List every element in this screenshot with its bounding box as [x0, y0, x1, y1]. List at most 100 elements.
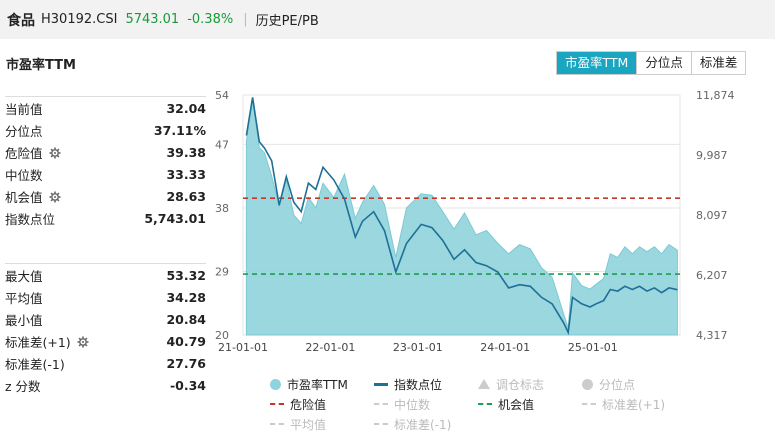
stat-label: 分位点 [5, 123, 43, 139]
stat-row: 最大值 53.32 [5, 264, 206, 286]
legend-label: 平均值 [290, 417, 327, 432]
x-tick-label: 23-01-01 [393, 341, 443, 354]
stat-value: 20.84 [166, 311, 206, 327]
stat-label: 最小值 [5, 312, 43, 328]
legend-swatch [270, 403, 284, 405]
stats-top-list: 当前值 32.04 分位点 37.11% 危险值 39.38 中位数 33.33 机会值 28.6… [5, 96, 206, 229]
tab-percentile[interactable]: 分位点 [636, 52, 691, 74]
x-tick-label: 22-01-01 [305, 341, 355, 354]
legend-label: 指数点位 [394, 377, 443, 392]
stat-row: 分位点 37.11% [5, 119, 206, 141]
pe-chart: 54 47 38 29 20 11,874 9,987 8,097 6,207 4,317 21-0… [215, 89, 735, 354]
index-line-series [245, 97, 678, 336]
legend-item[interactable]: 机会值 [478, 396, 582, 413]
legend-item[interactable]: 市盈率TTM [270, 376, 374, 393]
gear-icon[interactable] [49, 147, 61, 159]
legend-item[interactable]: 指数点位 [374, 376, 478, 393]
index-code: H30192.CSI [41, 12, 118, 27]
legend-swatch [374, 382, 388, 386]
legend-item[interactable]: 标准差(-1) [374, 416, 478, 433]
legend-swatch [374, 423, 388, 425]
legend-swatch [374, 403, 388, 405]
stat-value: 37.11% [153, 122, 206, 138]
stat-value: 34.28 [166, 289, 206, 305]
stat-label: 指数点位 [5, 211, 56, 227]
index-header: 食品 H30192.CSI 5743.01 -0.38% | 历史PE/PB [0, 0, 775, 39]
legend-swatch [582, 378, 593, 390]
stats-bottom-list: 最大值 53.32 平均值 34.28 最小值 20.84 标准差(+1) 40.79 标准差(… [5, 263, 206, 396]
legend-swatch [270, 378, 281, 390]
legend-label: 分位点 [599, 377, 636, 392]
legend-swatch [270, 423, 284, 425]
stat-label: 机会值 [5, 187, 61, 206]
stat-value: 33.33 [166, 166, 206, 182]
legend-row: 平均值 标准差(-1) [270, 414, 770, 434]
pe-area-series [245, 99, 678, 336]
stat-label: 最大值 [5, 268, 43, 284]
stat-label: 标准差(+1) [5, 332, 89, 351]
stat-row: 危险值 39.38 [5, 141, 206, 163]
panel-title: 市盈率TTM [6, 58, 76, 73]
index-name: 食品 [7, 12, 35, 29]
y-right-tick-label: 11,874 [696, 89, 735, 102]
legend-item[interactable]: 危险值 [270, 396, 374, 413]
stat-row: 中位数 33.33 [5, 163, 206, 185]
legend-item[interactable]: 调仓标志 [478, 376, 582, 393]
stat-value: 32.04 [166, 100, 206, 116]
stat-value: 28.63 [166, 188, 206, 204]
index-change: -0.38% [187, 12, 234, 27]
chart-legend: 市盈率TTM 指数点位 调仓标志 分位点危险值 中位数 机会值 标准差(+1) 平均值 标准差(… [270, 374, 770, 434]
legend-label: 危险值 [290, 397, 327, 412]
legend-item[interactable]: 分位点 [582, 376, 686, 393]
legend-label: 中位数 [394, 397, 431, 412]
x-tick-label: 25-01-01 [568, 341, 618, 354]
x-tick-label: 24-01-01 [480, 341, 530, 354]
x-tick-label: 21-01-01 [218, 341, 268, 354]
stat-row: 标准差(-1) 27.76 [5, 352, 206, 374]
stat-row: 机会值 28.63 [5, 185, 206, 207]
stat-row: z 分数 -0.34 [5, 374, 206, 396]
stat-label: 中位数 [5, 167, 43, 183]
stat-label: 当前值 [5, 101, 43, 117]
gear-icon[interactable] [49, 191, 61, 203]
stat-row: 当前值 32.04 [5, 97, 206, 119]
legend-label: 调仓标志 [496, 377, 545, 392]
stat-value: 39.38 [166, 144, 206, 160]
index-price: 5743.01 [125, 12, 180, 27]
stat-value: 27.76 [166, 355, 206, 371]
legend-row: 危险值 中位数 机会值 标准差(+1) [270, 394, 770, 414]
legend-label: 标准差(+1) [602, 397, 666, 412]
metric-label[interactable]: 历史PE/PB [255, 14, 319, 29]
legend-row: 市盈率TTM 指数点位 调仓标志 分位点 [270, 374, 770, 394]
y-left-tick-label: 29 [215, 265, 229, 278]
tab-pe-ttm[interactable]: 市盈率TTM [557, 52, 637, 74]
header-separator: | [243, 12, 248, 27]
y-left-tick-label: 47 [215, 138, 229, 151]
legend-item[interactable]: 中位数 [374, 396, 478, 413]
tab-std-dev[interactable]: 标准差 [690, 52, 746, 74]
y-left-tick-label: 54 [215, 89, 229, 102]
metric-tabs: 市盈率TTM 分位点 标准差 [556, 51, 747, 75]
stat-label: 标准差(-1) [5, 356, 65, 372]
legend-label: 标准差(-1) [394, 417, 452, 432]
legend-item[interactable]: 平均值 [270, 416, 374, 433]
gear-icon[interactable] [77, 336, 89, 348]
legend-swatch [478, 379, 490, 389]
y-right-tick-label: 9,987 [696, 149, 728, 162]
stat-label: 危险值 [5, 143, 61, 162]
stat-row: 指数点位 5,743.01 [5, 207, 206, 229]
legend-item[interactable]: 标准差(+1) [582, 396, 686, 413]
y-left-tick-label: 38 [215, 202, 229, 215]
stat-label: z 分数 [5, 378, 41, 394]
stat-row: 平均值 34.28 [5, 286, 206, 308]
stat-row: 标准差(+1) 40.79 [5, 330, 206, 352]
stat-value: -0.34 [169, 377, 206, 393]
y-right-tick-label: 4,317 [696, 329, 728, 342]
stat-value: 53.32 [166, 267, 206, 283]
legend-swatch [582, 403, 596, 405]
legend-swatch [478, 403, 492, 405]
y-right-tick-label: 6,207 [696, 269, 728, 282]
stat-label: 平均值 [5, 290, 43, 306]
y-left-tick-label: 20 [215, 329, 229, 342]
legend-label: 机会值 [498, 397, 535, 412]
